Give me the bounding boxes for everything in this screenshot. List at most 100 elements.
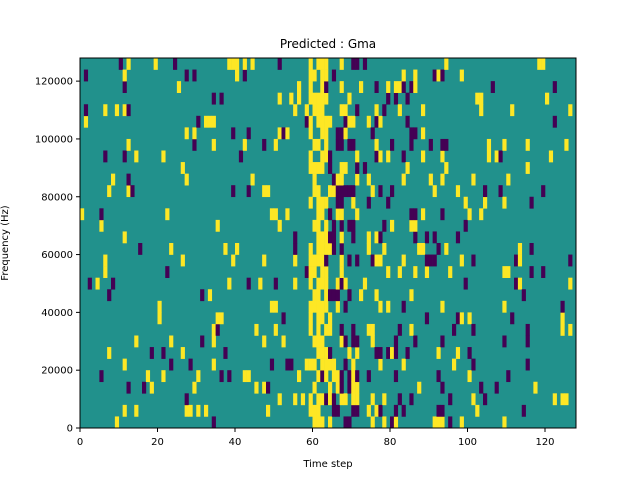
heatmap-cell [331,231,337,244]
heatmap-cell [149,381,154,394]
heatmap-cell [564,138,569,151]
heatmap-cell [161,347,166,359]
heatmap-cell [351,323,356,336]
heatmap-cell [397,393,402,406]
heatmap-cell [448,393,453,406]
plot-frame [79,57,577,429]
heatmap-cell [378,185,383,198]
heatmap-cell [506,173,511,186]
heatmap-cell [103,104,108,117]
heatmap-cell [316,416,321,429]
heatmap-cell [475,92,480,105]
heatmap-cell [281,335,286,348]
heatmap-cell [83,115,89,128]
heatmap-cell [483,196,488,209]
heatmap-cell [211,92,216,105]
heatmap-cell [335,208,340,221]
heatmap-cell [378,404,383,417]
heatmap-cell [114,104,120,117]
heatmap-cell [289,358,294,371]
heatmap-cell [351,219,356,232]
heatmap-cell [304,115,309,128]
heatmap-cell [405,162,410,174]
heatmap-cell [262,381,267,394]
heatmap-cell [103,254,108,267]
heatmap-cell [413,69,418,82]
heatmap-cell [417,381,422,394]
heatmap-cell [359,289,364,302]
heatmap-cell [463,196,468,209]
heatmap-cell [320,162,325,174]
heatmap-cell [320,335,325,348]
heatmap-cell [331,358,337,371]
heatmap-cell [211,138,216,151]
heatmap-cell [510,312,515,325]
heatmap-cell [331,173,337,186]
heatmap-cell [324,127,329,140]
heatmap-cell [471,254,476,267]
heatmap-cell [347,92,352,105]
heatmap-cell [440,138,445,151]
heatmap-cell [428,254,433,267]
heatmap-cell [432,254,437,267]
heatmap-cell [386,266,391,278]
heatmap-cell [99,219,104,232]
heatmap-cell [374,404,379,417]
heatmap-cell [417,243,422,255]
heatmap-cell [320,277,325,290]
heatmap-cell [347,381,352,394]
heatmap-cell [355,162,360,174]
heatmap-cell [324,150,329,163]
heatmap-cell [231,185,236,198]
heatmap-cell [471,323,476,336]
heatmap-cell [366,115,371,128]
heatmap-cell [374,81,379,93]
heatmap-cell [118,58,123,70]
heatmap-cell [273,300,278,313]
heatmap-cell [351,335,356,348]
heatmap-cell [328,150,333,163]
heatmap-cell [324,370,329,383]
heatmap-cell [339,58,344,70]
heatmap-cell [378,150,383,163]
heatmap-cell [436,416,441,429]
heatmap-cell [362,162,368,174]
heatmap-cell [393,92,399,105]
heatmap-cell [180,162,185,174]
heatmap-cell [169,335,174,348]
heatmap-cell [188,358,193,371]
heatmap-cell [231,127,236,140]
chart-title: Predicted : Gma [280,37,376,51]
heatmap-cell [211,416,216,429]
heatmap-cell [525,138,530,151]
heatmap-cell [355,173,360,186]
heatmap-cell [355,254,360,267]
heatmap-cell [300,393,306,406]
heatmap-cell [343,277,348,290]
heatmap-cell [351,381,356,394]
heatmap-cell [331,243,337,255]
heatmap-cell [157,312,162,325]
heatmap-cell [331,289,337,302]
heatmap-cell [533,381,538,394]
heatmap-cell [378,115,383,128]
heatmap-cell [328,185,333,198]
heatmap-cell [335,404,340,417]
heatmap-cell [142,381,147,394]
heatmap-cell [312,185,317,198]
heatmap-cell [413,127,418,140]
heatmap-cell [308,127,313,140]
heatmap-cell [432,231,437,244]
heatmap-cell [370,323,375,336]
heatmap-cell [312,69,317,82]
heatmap-cell [347,370,352,383]
heatmap-cell [339,277,344,290]
heatmap-cell [80,208,85,221]
heatmap-cell [378,254,383,267]
heatmap-cell [308,312,313,325]
heatmap-cell [529,243,534,255]
heatmap-cell [479,92,484,105]
heatmap-cell [324,58,329,70]
heatmap-cell [316,370,321,383]
heatmap-cell [393,347,399,359]
